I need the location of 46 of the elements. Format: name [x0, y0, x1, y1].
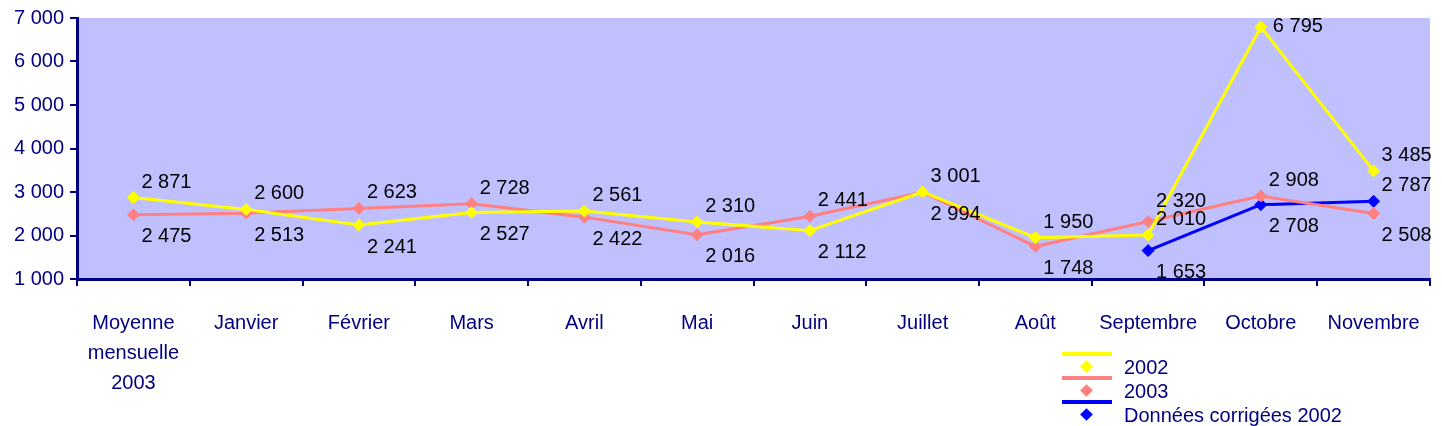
x-tick-label: Février: [327, 310, 391, 333]
data-label: 1 950: [1043, 209, 1094, 232]
x-tick-label: Août: [1014, 310, 1057, 333]
y-tick-label: 2 000: [13, 223, 65, 246]
data-label: 2 475: [141, 224, 192, 247]
data-label: 1 653: [1156, 260, 1207, 283]
data-label: 2 112: [817, 240, 867, 263]
data-label: 2 310: [705, 194, 756, 217]
x-tick-label: Juin: [791, 310, 829, 333]
data-label: 2 728: [479, 175, 530, 198]
data-label: 3 485: [1381, 142, 1432, 165]
data-label: 2 600: [254, 181, 305, 204]
data-label: 2 016: [705, 244, 756, 267]
data-label: 2 787: [1381, 173, 1432, 196]
x-tick-label: Moyenne mensuelle 2003: [87, 310, 180, 393]
data-label: 1 748: [1043, 255, 1094, 278]
x-tick-label: Septembre: [1099, 310, 1198, 333]
data-label: 2 527: [479, 222, 530, 245]
data-label: 2 508: [1381, 222, 1432, 245]
data-label: 2 871: [141, 169, 192, 192]
x-tick-label: Mars: [449, 310, 494, 333]
data-label: 2 241: [366, 234, 417, 257]
y-tick-label: 1 000: [13, 266, 65, 289]
data-label: 3 001: [930, 163, 981, 186]
data-label: 2 513: [254, 222, 305, 245]
legend-label: 2002: [1124, 356, 1169, 378]
legend-label: Données corrigées 2002: [1124, 404, 1342, 426]
y-tick-label: 4 000: [13, 136, 65, 159]
x-tick-label: Novembre: [1327, 310, 1420, 333]
data-label: 2 623: [366, 180, 417, 203]
data-label: 6 795: [1272, 14, 1323, 37]
data-label: 2 422: [592, 226, 643, 249]
y-tick-label: 7 000: [13, 5, 65, 28]
data-label: 2 441: [817, 188, 868, 211]
x-tick-label: Avril: [565, 310, 604, 333]
x-tick-label: Mai: [681, 310, 714, 333]
y-tick-label: 3 000: [13, 179, 65, 202]
data-label: 2 908: [1268, 168, 1319, 190]
x-tick-label: Octobre: [1225, 310, 1297, 333]
data-label: 2 561: [592, 183, 643, 206]
y-tick-label: 5 000: [13, 92, 65, 115]
data-label: 2 708: [1268, 214, 1319, 237]
x-tick-label: Juillet: [897, 310, 949, 333]
x-tick-label: Janvier: [213, 310, 279, 333]
legend-label: 2003: [1124, 380, 1169, 402]
y-tick-label: 6 000: [13, 49, 65, 72]
